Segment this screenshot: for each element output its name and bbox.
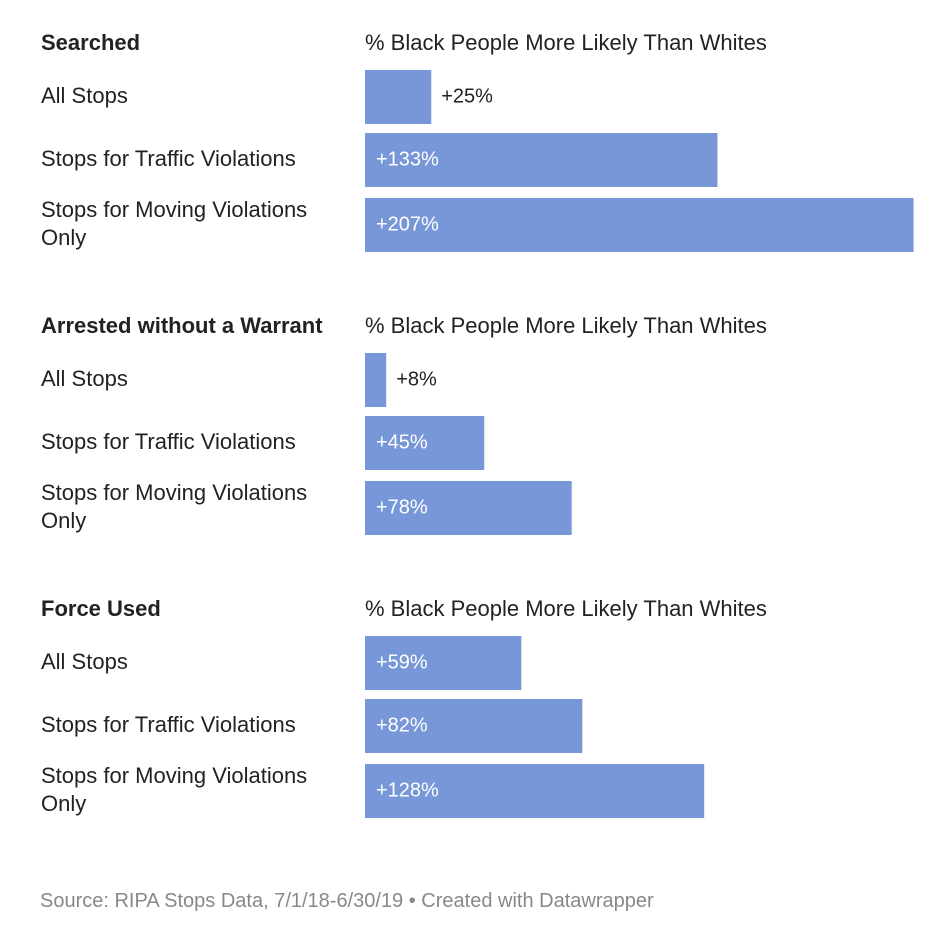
category-label: All Stops (41, 366, 128, 391)
category-label: Stops for Moving Violations Only (41, 197, 307, 250)
value-label: +8% (396, 368, 437, 390)
section-subtitle: % Black People More Likely Than Whites (365, 30, 767, 55)
bar (365, 416, 485, 470)
bar (365, 198, 914, 252)
section-title: Force Used (41, 596, 161, 621)
section-subtitle: % Black People More Likely Than Whites (365, 596, 767, 621)
value-label: +82% (376, 714, 428, 736)
section-subtitle: % Black People More Likely Than Whites (365, 313, 767, 338)
section-title: Arrested without a Warrant (41, 313, 323, 338)
category-label: Stops for Traffic Violations (41, 712, 296, 737)
bar (365, 699, 583, 753)
value-label: +59% (376, 651, 428, 673)
bar (365, 636, 522, 690)
value-label: +133% (376, 148, 439, 170)
category-label: All Stops (41, 649, 128, 674)
value-label: +207% (376, 213, 439, 235)
section-title: Searched (41, 30, 140, 55)
bar (365, 764, 705, 818)
category-label: Stops for Moving Violations Only (41, 763, 307, 816)
value-label: +25% (441, 85, 493, 107)
bar (365, 70, 432, 124)
value-label: +45% (376, 431, 428, 453)
bar (365, 481, 572, 535)
category-label: All Stops (41, 83, 128, 108)
category-label: Stops for Traffic Violations (41, 146, 296, 171)
value-label: +78% (376, 496, 428, 518)
category-label: Stops for Traffic Violations (41, 429, 296, 454)
value-label: +128% (376, 779, 439, 801)
source-note: Source: RIPA Stops Data, 7/1/18-6/30/19 … (40, 890, 654, 912)
bar (365, 133, 718, 187)
bar (365, 353, 387, 407)
category-label: Stops for Moving Violations Only (41, 480, 307, 533)
